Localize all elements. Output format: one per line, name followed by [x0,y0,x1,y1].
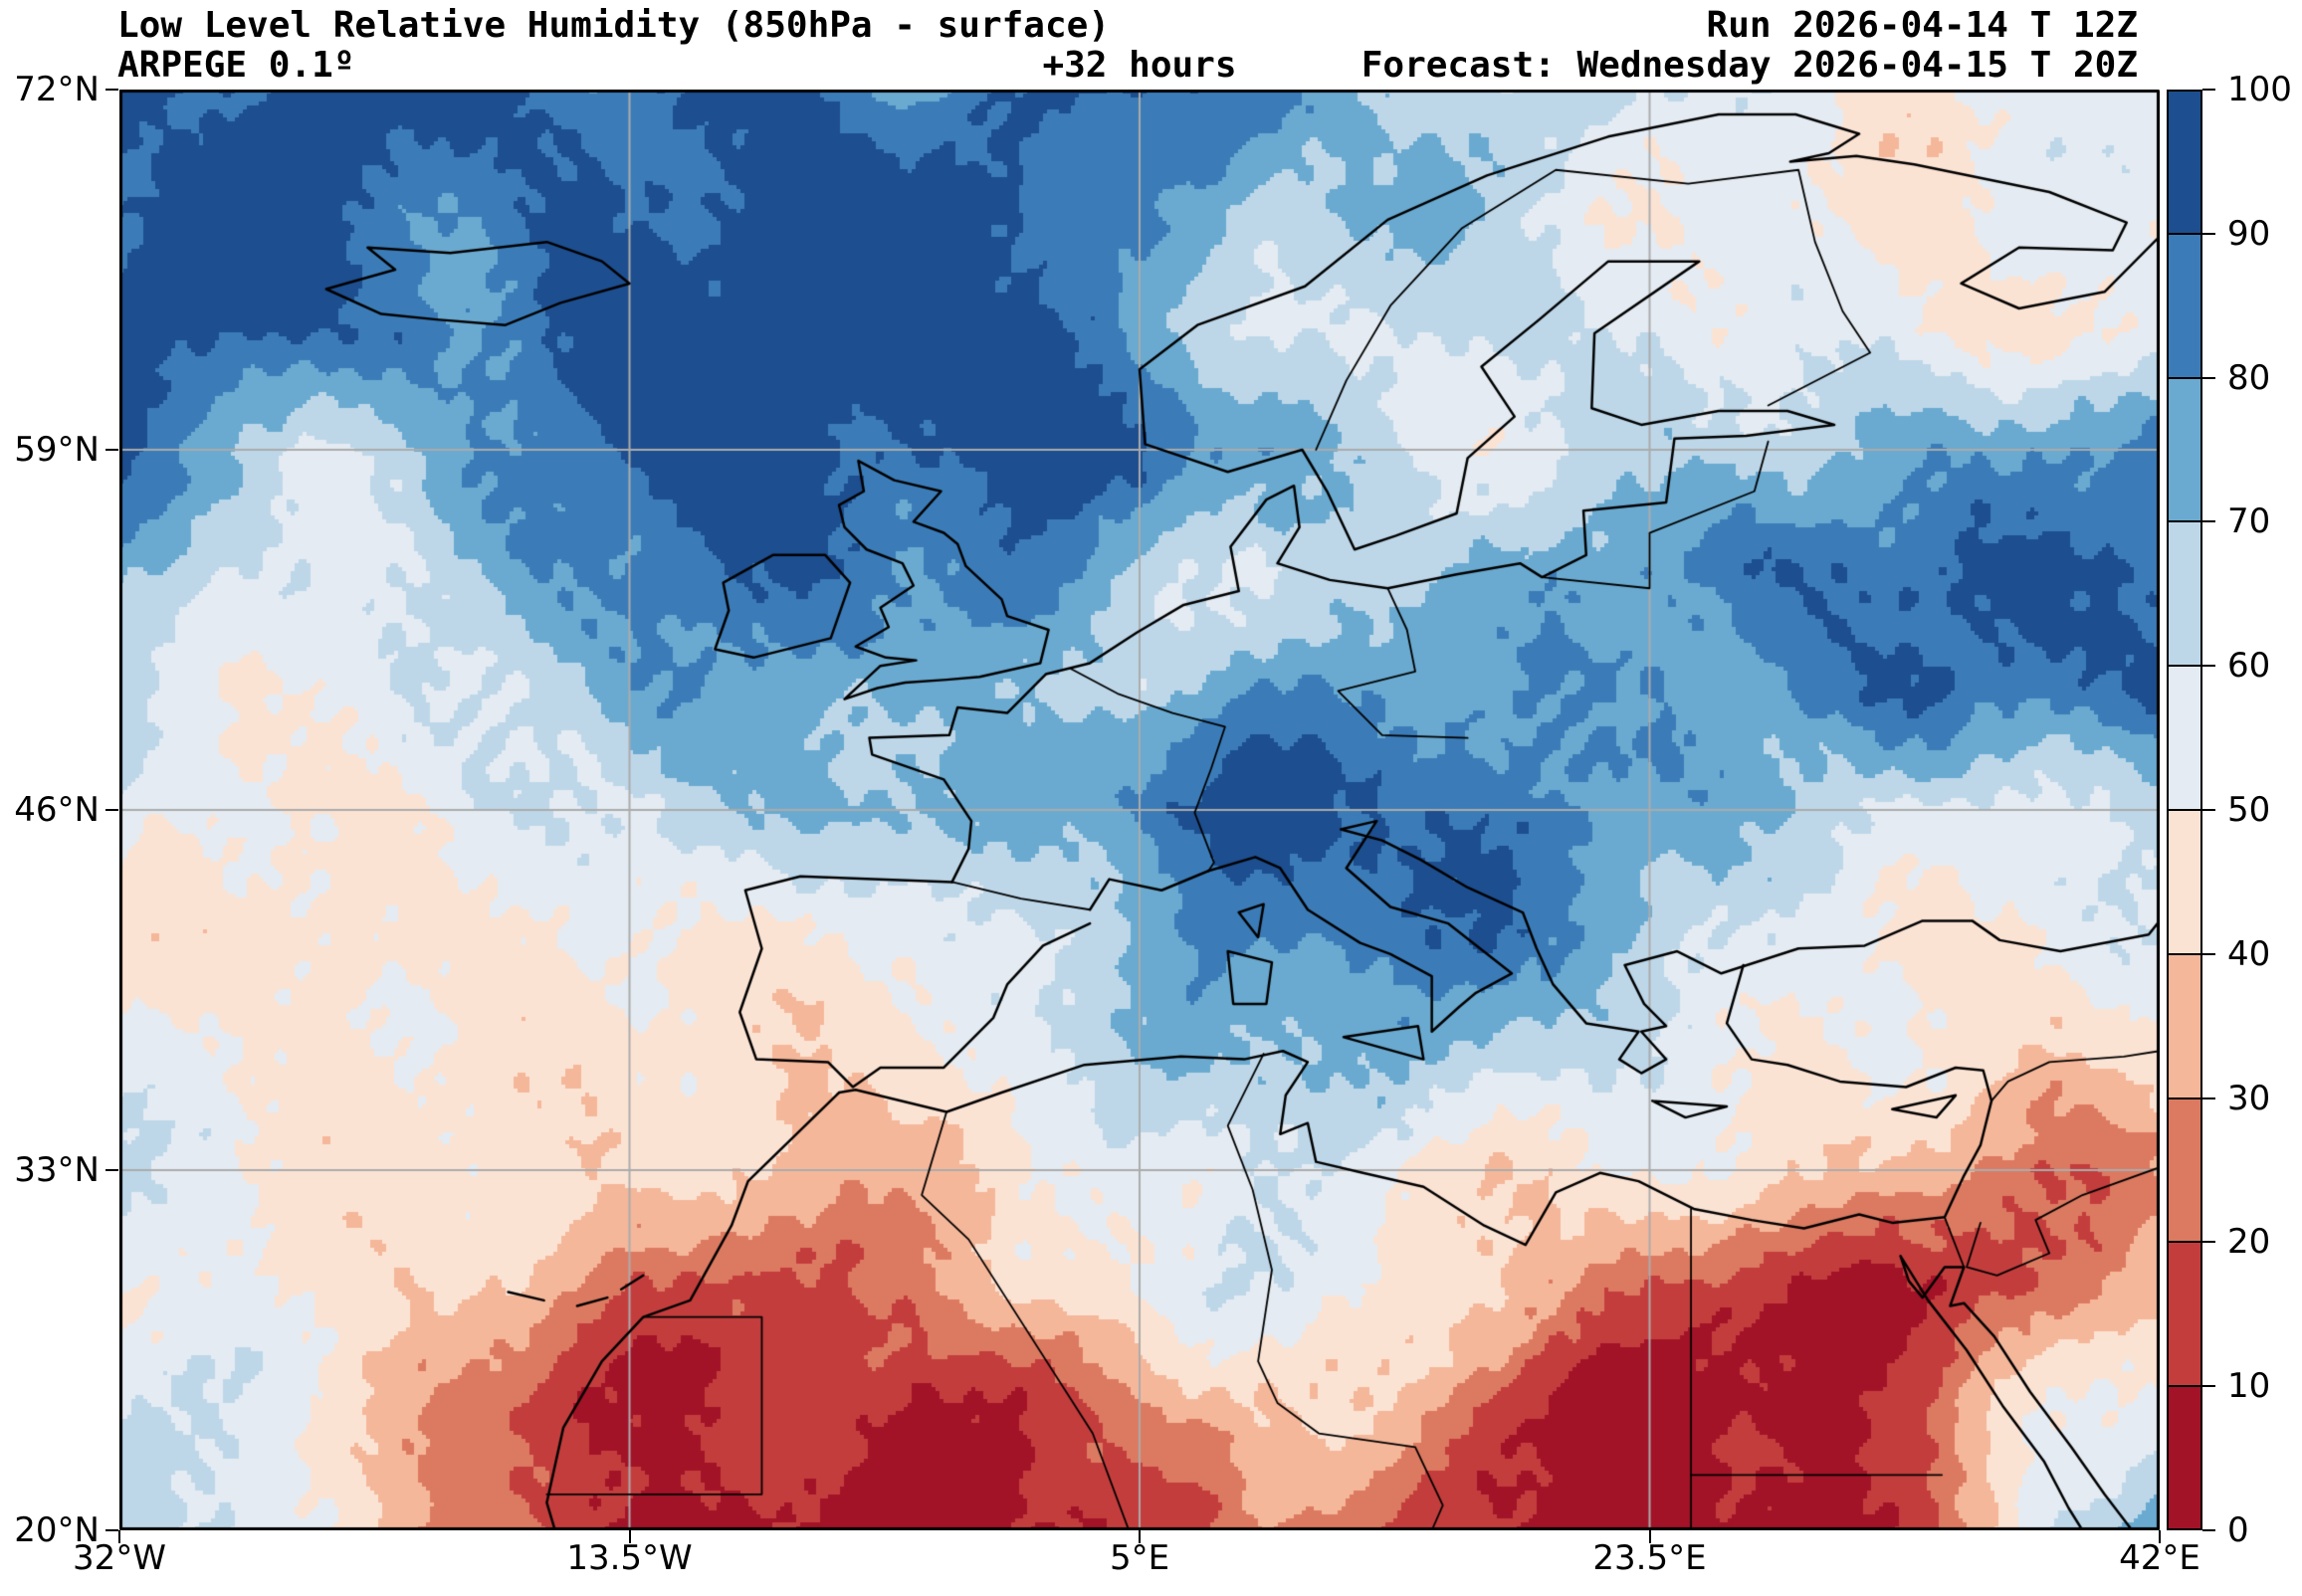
chart-title: Low Level Relative Humidity (850hPa - su… [117,5,1110,46]
colorbar-tick-label: 40 [2227,933,2271,974]
colorbar-level-separator [2167,1241,2202,1244]
colorbar-level-separator [2167,376,2202,379]
y-axis-tick-label: 72°N [14,70,100,109]
colorbar-segment [2169,522,2200,667]
y-axis-tick-label: 59°N [14,430,100,470]
y-axis-tick-mark [105,1169,118,1171]
lead-time-label: +32 hours [1042,45,1237,86]
colorbar-segment [2169,953,2200,1097]
colorbar-tick-mark [2202,809,2215,811]
map-plot-area [119,90,2160,1530]
x-axis-tick-mark [628,1530,631,1543]
colorbar-segment [2169,810,2200,954]
y-axis-tick-mark [105,449,118,451]
colorbar-segment [2169,235,2200,379]
x-axis-tick-mark [2159,1530,2161,1543]
map-canvas [119,90,2160,1530]
colorbar-tick-label: 100 [2227,70,2292,109]
colorbar-tick-mark [2202,665,2215,668]
colorbar-tick-label: 0 [2227,1510,2249,1550]
colorbar-segment [2169,378,2200,523]
colorbar-tick-mark [2202,520,2215,523]
x-axis-tick-label: 13.5°W [566,1538,693,1578]
colorbar-tick-label: 80 [2227,357,2271,398]
y-axis-tick-mark [105,89,118,91]
run-label: Run 2026-04-14 T 12Z [1706,5,2138,46]
x-axis-tick-label: 42°E [2119,1538,2200,1578]
x-axis-tick-mark [118,1530,120,1543]
colorbar-level-separator [2167,665,2202,668]
colorbar-segment [2169,666,2200,811]
colorbar [2167,90,2202,1530]
colorbar-tick-label: 60 [2227,646,2271,687]
y-axis-tick-mark [105,1529,118,1531]
colorbar-level-separator [2167,952,2202,955]
colorbar-tick-mark [2202,1529,2215,1531]
colorbar-tick-mark [2202,1097,2215,1099]
model-label: ARPEGE 0.1º [117,45,355,86]
y-axis-tick-label: 33°N [14,1150,100,1190]
colorbar-level-separator [2167,809,2202,811]
colorbar-level-separator [2167,1385,2202,1388]
colorbar-tick-mark [2202,376,2215,379]
colorbar-tick-label: 90 [2227,213,2271,254]
x-axis-tick-mark [1139,1530,1141,1543]
colorbar-level-separator [2167,1097,2202,1099]
colorbar-level-separator [2167,232,2202,235]
colorbar-segment [2169,92,2200,236]
colorbar-tick-mark [2202,1385,2215,1388]
colorbar-tick-mark [2202,89,2215,91]
colorbar-level-separator [2167,520,2202,523]
colorbar-tick-mark [2202,232,2215,235]
x-axis-tick-label: 32°W [73,1538,166,1578]
y-axis-tick-label: 46°N [14,790,100,830]
y-axis-tick-label: 20°N [14,1510,100,1550]
forecast-label: Forecast: Wednesday 2026-04-15 T 20Z [1360,45,2138,86]
colorbar-tick-label: 50 [2227,790,2271,830]
colorbar-tick-mark [2202,1241,2215,1244]
colorbar-segment [2169,1384,2200,1529]
colorbar-tick-label: 30 [2227,1078,2271,1118]
x-axis-tick-label: 5°E [1109,1538,1170,1578]
colorbar-segment [2169,1241,2200,1385]
colorbar-segment [2169,1097,2200,1242]
colorbar-tick-label: 70 [2227,501,2271,542]
colorbar-tick-mark [2202,952,2215,955]
y-axis-tick-mark [105,809,118,811]
colorbar-tick-label: 20 [2227,1222,2271,1263]
x-axis-tick-label: 23.5°E [1592,1538,1707,1578]
colorbar-tick-label: 10 [2227,1366,2271,1407]
x-axis-tick-mark [1648,1530,1651,1543]
